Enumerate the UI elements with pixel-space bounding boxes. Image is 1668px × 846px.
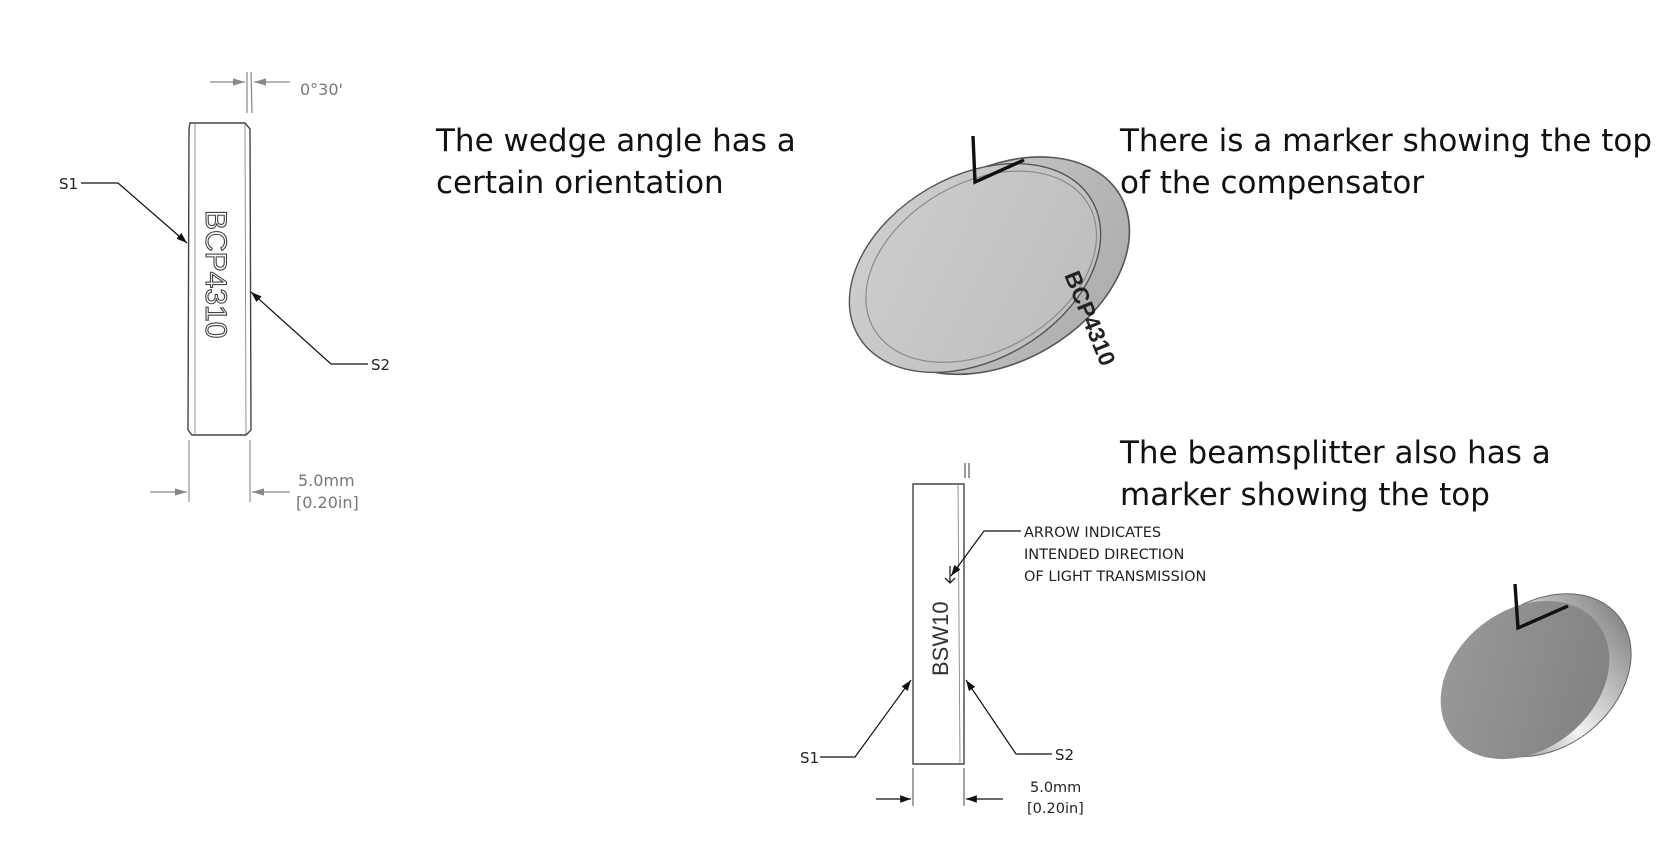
caption-line: of the compensator (1120, 165, 1425, 201)
thickness-mm-label: 5.0mm (298, 471, 355, 490)
compensator-part-label: BCP4310 (199, 210, 232, 338)
thickness-mm-label: 5.0mm (1030, 780, 1081, 796)
beamsplitter-side-view (912, 483, 965, 765)
compensator-3d-render: BCP4310 (848, 135, 1131, 376)
note-line: OF LIGHT TRANSMISSION (1024, 569, 1206, 585)
caption-compensator-marker: There is a marker showing the top of the… (1120, 120, 1652, 204)
surface-s1-label: S1 (59, 175, 78, 193)
note-line: INTENDED DIRECTION (1024, 547, 1184, 563)
surface-s2-label: S2 (371, 356, 390, 374)
transmission-arrow-icon (944, 566, 956, 584)
top-marker-icon (971, 135, 1025, 185)
caption-line: There is a marker showing the top (1120, 123, 1653, 159)
compensator-side-view (187, 122, 252, 436)
thickness-in-label: [0.20in] (296, 493, 359, 512)
top-marker-icon (1513, 583, 1569, 631)
caption-line: The wedge angle has a (436, 123, 796, 159)
compensator-drawing: BCP4310 0°30' S1 S2 5.0mm [0.20in] (59, 71, 390, 512)
wedge-angle-label: 0°30' (300, 80, 343, 99)
caption-wedge-angle: The wedge angle has a certain orientatio… (436, 120, 796, 204)
note-line: ARROW INDICATES (1024, 525, 1161, 541)
beamsplitter-part-label: BSW10 (928, 601, 953, 676)
caption-beamsplitter-marker: The beamsplitter also has a marker showi… (1120, 432, 1551, 516)
caption-line: The beamsplitter also has a (1120, 435, 1551, 471)
surface-s1-label: S1 (800, 749, 819, 767)
caption-line: marker showing the top (1120, 477, 1490, 513)
caption-line: certain orientation (436, 165, 724, 201)
surface-s2-label: S2 (1055, 746, 1074, 764)
beamsplitter-3d-render (1440, 583, 1632, 760)
beamsplitter-drawing: BSW10 ARROW INDICATES INTENDED DIRECTION… (800, 463, 1206, 817)
thickness-in-label: [0.20in] (1027, 801, 1084, 817)
